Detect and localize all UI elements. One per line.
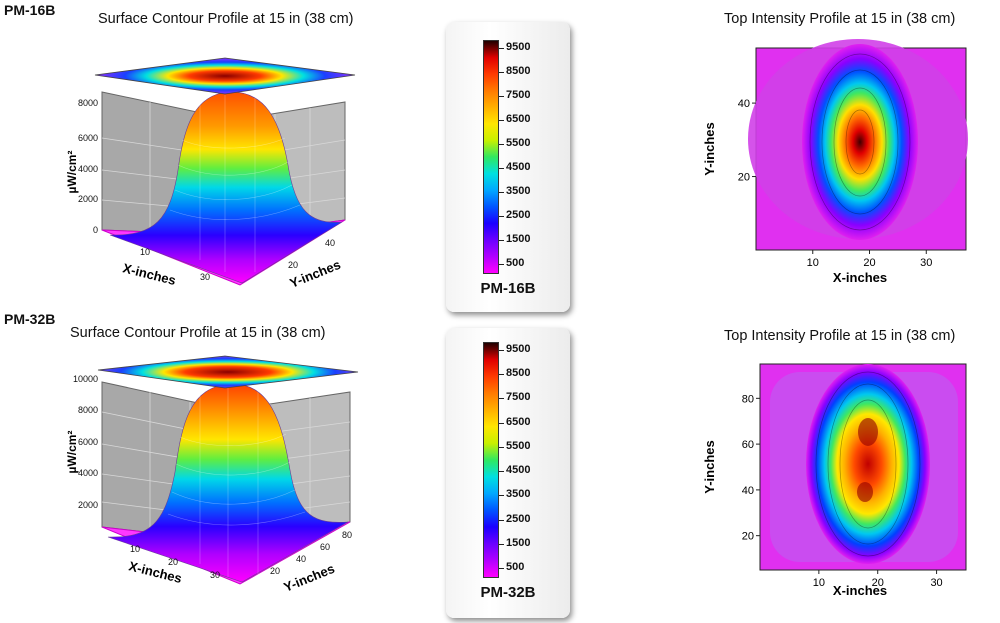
legend-tick: 4500 — [506, 464, 531, 477]
legend-tick: 8500 — [506, 367, 531, 380]
legend-tick-mark — [499, 495, 504, 497]
top-title-pm32b: Top Intensity Profile at 15 in (38 cm) — [724, 328, 956, 344]
y-tick: 80 — [742, 393, 754, 405]
legend-tick-mark — [499, 446, 504, 448]
legend-tick: 3500 — [506, 185, 531, 197]
legend-tick-mark — [499, 48, 504, 49]
z-tick: 2000 — [78, 500, 98, 510]
y-axis-label: Y-inches — [702, 440, 717, 493]
legend-tick-mark — [499, 519, 504, 521]
legend-tick: 5500 — [506, 439, 531, 452]
legend-tick: 1500 — [506, 233, 531, 245]
z-tick: 2000 — [78, 194, 98, 204]
legend-tick: 7500 — [506, 391, 531, 404]
y-axis-label: Y-inches — [282, 561, 337, 595]
top-map-pm16b: 10 20 30 20 40 Y-inches X-inches — [702, 39, 968, 285]
model-label-pm32b: PM-32B — [4, 311, 56, 327]
legend-label-pm16b: PM-16B — [480, 280, 536, 297]
z-tick: 6000 — [78, 133, 98, 143]
surface-title-pm16b: Surface Contour Profile at 15 in (38 cm) — [98, 11, 354, 27]
z-tick: 8000 — [78, 98, 98, 108]
legend-tick-mark — [499, 264, 504, 265]
legend-tick-mark — [499, 144, 504, 145]
legend-tick: 6500 — [506, 113, 531, 125]
y-tick: 20 — [742, 531, 754, 543]
y-tick: 40 — [325, 238, 335, 248]
top-title-pm16b: Top Intensity Profile at 15 in (38 cm) — [724, 11, 956, 27]
x-tick: 20 — [863, 257, 875, 269]
x-tick: 20 — [168, 557, 178, 567]
x-tick: 10 — [807, 257, 819, 269]
z-tick: 6000 — [78, 437, 98, 447]
legend-tick: 2500 — [506, 512, 531, 525]
z-axis-label: µW/cm² — [65, 151, 79, 194]
legend-card-pm32b: 9500 8500 7500 6500 5500 4500 3500 2500 1500 500 … — [446, 328, 570, 618]
z-tick: 8000 — [78, 405, 98, 415]
top-map-pm32b: 10 20 30 20 40 60 80 Y-inches X-inches — [702, 363, 967, 598]
z-tick: 0 — [93, 225, 98, 235]
x-axis-label: X-inches — [833, 270, 887, 285]
legend-tick-mark — [499, 543, 504, 545]
legend-tick: 500 — [506, 257, 525, 269]
surface-plot-pm32b: 2000 4000 6000 8000 10000 µW/cm² 10 20 3… — [65, 355, 359, 595]
x-tick: 30 — [930, 577, 942, 589]
legend-tick-mark — [499, 350, 504, 351]
y-tick: 20 — [288, 260, 298, 270]
x-tick: 30 — [920, 257, 932, 269]
y-tick: 40 — [296, 554, 306, 564]
legend-tick-mark — [499, 422, 504, 424]
x-tick: 20 — [872, 577, 884, 589]
x-tick: 30 — [200, 272, 210, 282]
legend-tick: 500 — [506, 561, 525, 573]
y-tick: 60 — [320, 542, 330, 552]
legend-label-pm32b: PM-32B — [480, 584, 536, 601]
legend-tick: 9500 — [506, 343, 531, 355]
x-axis-label: X-inches — [121, 260, 177, 288]
surface-plot-pm16b: 0 2000 4000 6000 8000 µW/cm² 10 30 20 40… — [65, 57, 356, 291]
legend-tick-mark — [499, 374, 504, 376]
legend-tick-mark — [499, 168, 504, 169]
y-tick: 20 — [270, 566, 280, 576]
legend-tick-mark — [499, 398, 504, 400]
z-tick: 4000 — [78, 468, 98, 478]
model-label-pm16b: PM-16B — [4, 2, 56, 18]
z-axis-label: µW/cm² — [65, 431, 79, 474]
legend-tick-mark — [499, 471, 504, 473]
legend-card-pm16b: 9500 8500 7500 6500 5500 4500 3500 2500 1500 500 … — [446, 22, 570, 312]
z-tick: 10000 — [73, 374, 98, 384]
x-tick: 30 — [210, 570, 220, 580]
legend-tick: 6500 — [506, 415, 531, 428]
x-tick: 10 — [130, 544, 140, 554]
y-tick: 40 — [742, 485, 754, 497]
legend-tick: 3500 — [506, 488, 531, 501]
legend-tick: 9500 — [506, 41, 531, 53]
legend-tick-mark — [499, 240, 504, 241]
legend-tick-mark — [499, 216, 504, 217]
legend-tick: 5500 — [506, 137, 531, 149]
colorbar-pm32b — [483, 342, 499, 578]
legend-tick: 1500 — [506, 536, 531, 549]
legend-tick-mark — [499, 120, 504, 121]
x-tick: 10 — [813, 577, 825, 589]
y-tick: 60 — [742, 439, 754, 451]
y-axis-label: Y-inches — [702, 122, 717, 175]
legend-tick-mark — [499, 568, 504, 569]
legend-tick-mark — [499, 96, 504, 97]
x-axis-label: X-inches — [833, 583, 887, 598]
legend-tick-mark — [499, 72, 504, 73]
surface-title-pm32b: Surface Contour Profile at 15 in (38 cm) — [70, 325, 326, 341]
z-tick: 4000 — [78, 164, 98, 174]
legend-tick: 8500 — [506, 65, 531, 77]
y-tick: 80 — [342, 530, 352, 540]
legend-tick-mark — [499, 192, 504, 193]
y-tick: 20 — [738, 172, 750, 184]
legend-tick: 7500 — [506, 89, 531, 101]
y-tick: 40 — [738, 98, 750, 110]
legend-tick: 4500 — [506, 161, 531, 173]
colorbar-pm16b — [483, 40, 499, 274]
legend-tick: 2500 — [506, 209, 531, 221]
x-tick: 10 — [140, 247, 150, 257]
